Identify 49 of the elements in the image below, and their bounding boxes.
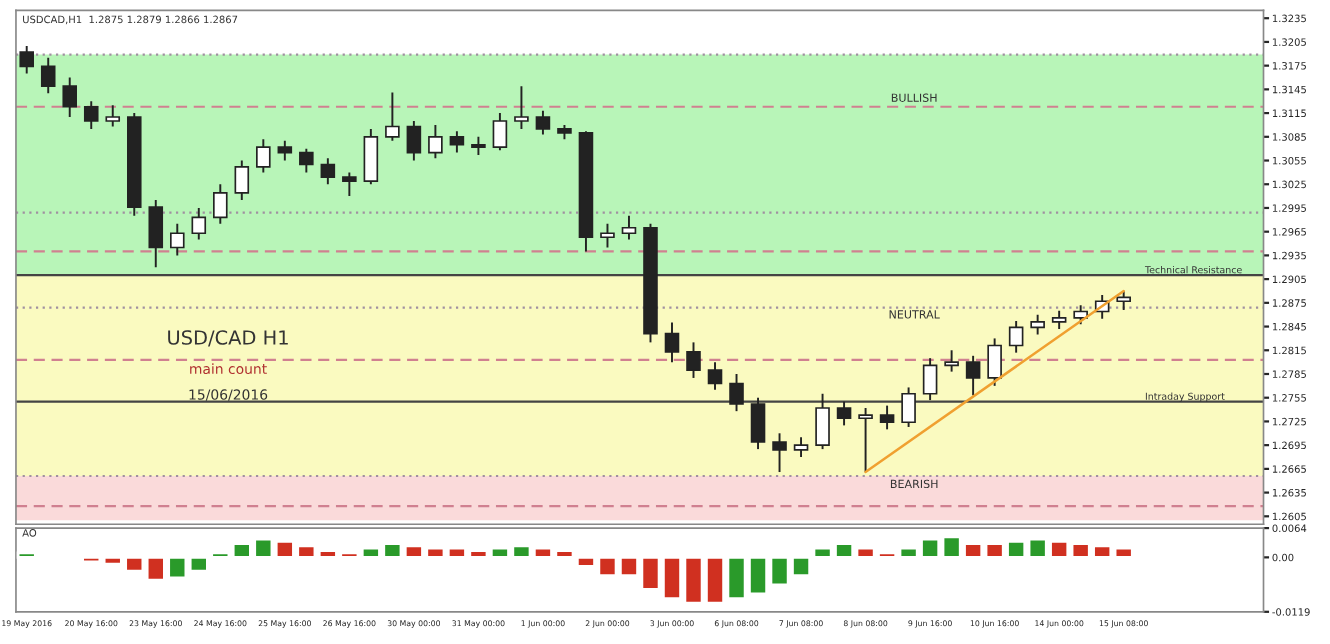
candlestick	[492, 112, 508, 152]
candlestick	[793, 436, 809, 458]
candlestick	[1116, 290, 1131, 311]
candlestick	[707, 361, 723, 391]
candlestick	[191, 206, 207, 241]
candlestick	[40, 56, 56, 95]
candlestick	[514, 85, 529, 130]
candlestick	[256, 138, 271, 174]
candlestick	[320, 157, 336, 186]
candlestick	[922, 357, 938, 402]
candlestick	[879, 404, 895, 431]
candlestick	[62, 76, 78, 119]
candlestick	[19, 44, 35, 75]
candlestick	[987, 337, 1002, 387]
candlestick	[385, 91, 400, 142]
candlestick	[449, 130, 465, 154]
candlestick	[944, 349, 959, 373]
candlestick	[428, 123, 443, 160]
bar	[16, 551, 37, 559]
candlestick	[815, 392, 830, 451]
candlestick	[600, 222, 615, 249]
candlestick	[901, 386, 916, 428]
candlestick	[965, 354, 981, 397]
candlestick	[686, 341, 701, 379]
candlestick	[729, 373, 744, 413]
candlestick	[535, 109, 551, 136]
candlestick	[148, 199, 164, 269]
candlestick	[342, 171, 357, 198]
annotation: USD/CAD H1	[168, 330, 288, 347]
candlestick	[277, 139, 293, 162]
candlestick	[1030, 313, 1045, 336]
candlestick	[213, 183, 228, 225]
candlestick	[169, 222, 185, 257]
candlestick	[406, 120, 422, 162]
candlestick	[750, 396, 766, 451]
candlestick	[836, 400, 852, 427]
candlestick	[83, 100, 99, 130]
candlestick	[105, 104, 121, 128]
candlestick	[471, 135, 486, 156]
candlestick	[234, 159, 250, 202]
candlestick	[664, 321, 680, 364]
candlestick	[363, 127, 379, 186]
candlestick	[858, 407, 873, 473]
candlestick	[621, 214, 637, 241]
candlestick	[1073, 304, 1088, 326]
candlestick	[1008, 320, 1024, 354]
candlestick	[299, 147, 314, 174]
candlestick	[772, 432, 787, 473]
candlestick	[1051, 309, 1067, 330]
